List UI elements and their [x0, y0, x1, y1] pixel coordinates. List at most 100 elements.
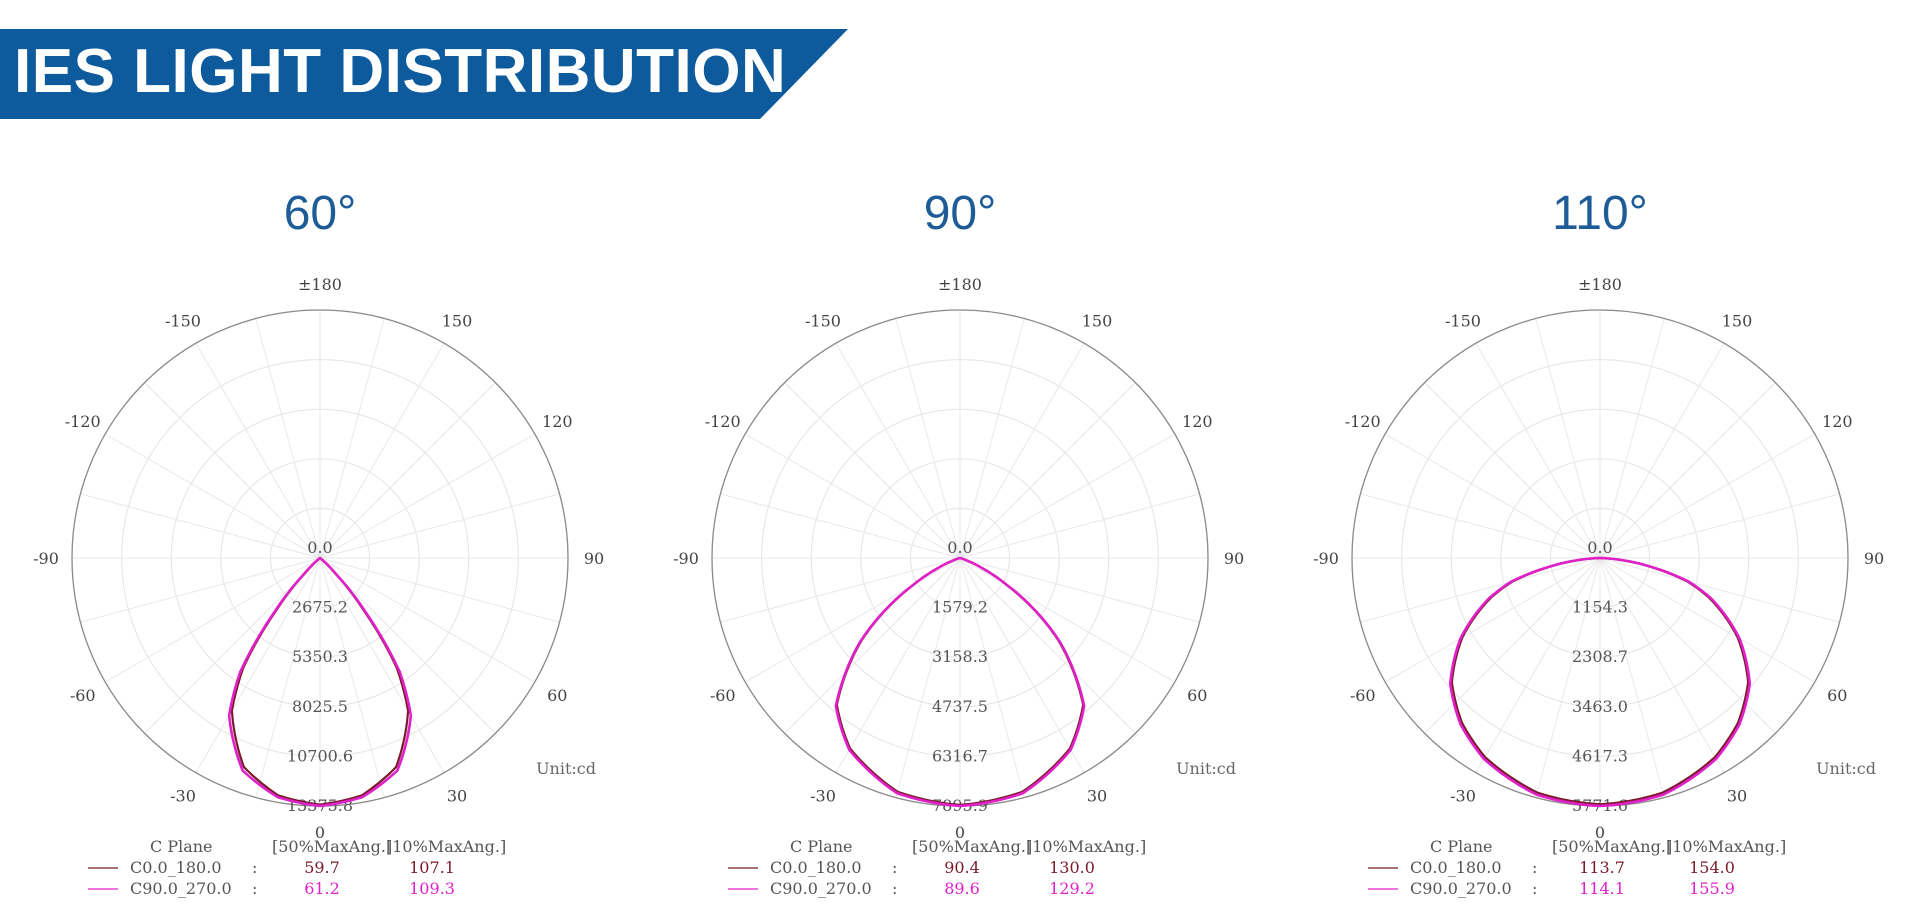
- page-title: IES LIGHT DISTRIBUTION: [14, 37, 787, 106]
- legend-header: [50%MaxAng.]: [272, 837, 392, 856]
- angle-label: 60: [1187, 686, 1207, 705]
- angle-label: -30: [170, 786, 196, 805]
- radial-tick-label: 8025.5: [292, 697, 348, 716]
- angle-label: -90: [33, 549, 59, 568]
- angle-label: 30: [447, 786, 467, 805]
- angle-label: 90: [1224, 549, 1244, 568]
- radial-tick-label: 1154.3: [1572, 598, 1628, 617]
- grid-spoke: [319, 493, 560, 559]
- grid-spoke: [895, 557, 961, 798]
- radial-tick-label: 3158.3: [932, 647, 988, 666]
- angle-label: 0: [955, 823, 965, 842]
- grid-spoke: [255, 557, 321, 798]
- unit-label: Unit:cd: [536, 759, 596, 778]
- grid-spoke: [319, 557, 536, 683]
- series-curve: [1448, 556, 1752, 808]
- grid-spoke: [1475, 557, 1601, 774]
- grid-spoke: [1599, 342, 1725, 559]
- chart-panel-110: 110° ±180 150 120 90 60 30 0 -30 -60 -90 -120 -150 0…: [1280, 180, 1920, 922]
- grid-spoke: [1599, 433, 1816, 559]
- legend-header: C Plane: [790, 837, 853, 856]
- grid-spoke: [319, 342, 445, 559]
- radial-tick-label: 4617.3: [1572, 746, 1628, 765]
- grid-spoke: [80, 557, 321, 623]
- chart-panel-90: 90° ±180 150 120 90 60 30 0 -30 -60 -90 -120 -150 0.…: [640, 180, 1280, 922]
- chart-title: 90°: [923, 187, 997, 240]
- angle-label: 30: [1087, 786, 1107, 805]
- legend-half-value: 61.2: [304, 879, 340, 898]
- grid-spoke: [1384, 433, 1601, 559]
- legend-tenth-value: 130.0: [1049, 858, 1095, 877]
- grid-spoke: [1599, 493, 1840, 559]
- legend-separator: :: [892, 858, 897, 877]
- grid-spoke: [720, 493, 961, 559]
- angle-label: 150: [442, 312, 473, 331]
- header-banner: IES LIGHT DISTRIBUTION: [0, 29, 848, 119]
- grid-spoke: [959, 433, 1176, 559]
- legend-tenth-value: 107.1: [409, 858, 455, 877]
- legend-tenth-value: 109.3: [409, 879, 455, 898]
- legend-separator: :: [1532, 858, 1537, 877]
- grid-spoke: [1424, 382, 1601, 559]
- angle-label: -120: [65, 412, 101, 431]
- chart-title: 60°: [283, 187, 357, 240]
- legend-separator: :: [1532, 879, 1537, 898]
- polar-chart: ±180 150 120 90 60 30 0 -30 -60 -90 -120 -150 0.0 157…: [673, 275, 1244, 898]
- angle-label: -120: [1345, 412, 1381, 431]
- radial-tick-label: 1579.2: [932, 598, 988, 617]
- legend-separator: :: [252, 879, 257, 898]
- grid-spoke: [784, 382, 961, 559]
- grid-spoke: [1535, 557, 1601, 798]
- angle-label: 90: [1864, 549, 1884, 568]
- radial-tick-label: 0.0: [307, 538, 332, 557]
- grid-spoke: [319, 557, 385, 798]
- grid-spoke: [959, 557, 1085, 774]
- legend-header: C Plane: [150, 837, 213, 856]
- polar-chart: ±180 150 120 90 60 30 0 -30 -60 -90 -120 -150 0.0 115…: [1313, 275, 1884, 898]
- grid-spoke: [144, 382, 321, 559]
- legend-series-name: C0.0_180.0: [130, 858, 222, 877]
- radial-tick-label: 5350.3: [292, 647, 348, 666]
- grid-spoke: [104, 557, 321, 683]
- grid-spoke: [319, 382, 496, 559]
- angle-label: 120: [1182, 412, 1213, 431]
- angle-label: ±180: [1578, 275, 1622, 294]
- grid-spoke: [959, 557, 1200, 623]
- legend-tenth-value: 154.0: [1689, 858, 1735, 877]
- radial-tick-label: 6316.7: [932, 746, 988, 765]
- legend-header: [10%MaxAng.]: [1026, 837, 1146, 856]
- grid-spoke: [835, 342, 961, 559]
- grid-spoke: [720, 557, 961, 623]
- grid-spoke: [319, 557, 496, 734]
- grid-spoke: [1535, 318, 1601, 559]
- chart-panel-60: 60° ±180 150 120 90 60 30 0 -30 -60 -90 -120 -150 0.…: [0, 180, 640, 922]
- series-curve: [227, 556, 413, 808]
- angle-label: 30: [1727, 786, 1747, 805]
- grid-spoke: [104, 433, 321, 559]
- legend-half-value: 114.1: [1579, 879, 1625, 898]
- chart-title: 110°: [1552, 187, 1648, 240]
- grid-spoke: [319, 557, 445, 774]
- angle-label: -60: [70, 686, 96, 705]
- grid-spoke: [195, 342, 321, 559]
- grid-spoke: [1360, 557, 1601, 623]
- radial-tick-label: 4737.5: [932, 697, 988, 716]
- grid-spoke: [319, 433, 536, 559]
- grid-spoke: [835, 557, 961, 774]
- legend-header: C Plane: [1430, 837, 1493, 856]
- legend-series-name: C90.0_270.0: [770, 879, 872, 898]
- legend-series-name: C0.0_180.0: [1410, 858, 1502, 877]
- legend-series-name: C90.0_270.0: [130, 879, 232, 898]
- banner-shape: [0, 29, 848, 119]
- radial-tick-label: 2308.7: [1572, 647, 1628, 666]
- legend-half-value: 113.7: [1579, 858, 1625, 877]
- grid-spoke: [80, 493, 321, 559]
- grid-spoke: [1599, 557, 1840, 623]
- angle-label: 0: [1595, 823, 1605, 842]
- grid-spoke: [319, 557, 560, 623]
- angle-label: 150: [1082, 312, 1113, 331]
- legend: C Plane [50%MaxAng.][10%MaxAng.] C0.0_180.…: [728, 837, 1146, 898]
- grid-spoke: [744, 433, 961, 559]
- grid-spoke: [1475, 342, 1601, 559]
- series-curve: [1450, 556, 1750, 806]
